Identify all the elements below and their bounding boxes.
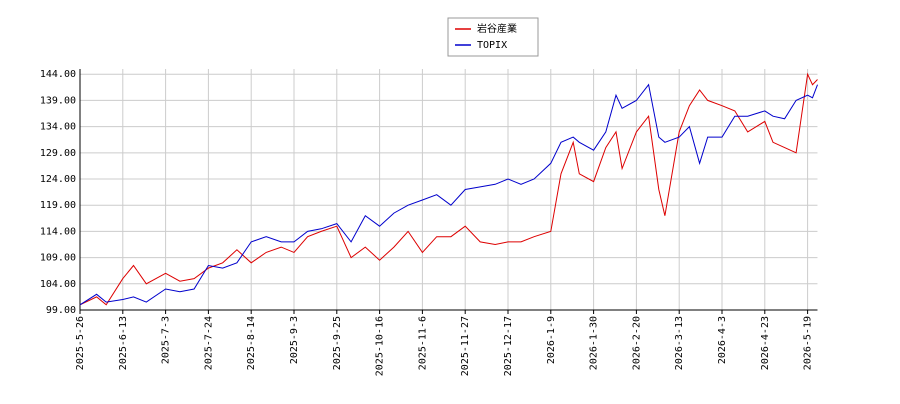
y-tick-label: 124.00 (40, 174, 76, 185)
y-tick-label: 139.00 (40, 95, 76, 106)
x-tick-label: 2026-3-13 (674, 316, 685, 370)
x-tick-label: 2025-11-27 (460, 316, 471, 376)
x-tick-label: 2026-5-19 (803, 316, 814, 370)
y-tick-label: 104.00 (40, 279, 76, 290)
legend-box (447, 17, 539, 57)
x-tick-label: 2026-4-3 (717, 316, 728, 364)
legend-label: 岩谷産業 (477, 22, 517, 35)
series-line (79, 72, 818, 306)
x-tick-label: 2025-8-14 (246, 316, 257, 370)
x-tick-label: 2025-5-26 (75, 316, 86, 370)
x-tick-label: 2026-2-20 (631, 316, 642, 370)
y-tick-label: 99.00 (46, 305, 76, 316)
x-tick-label: 2026-1-9 (546, 316, 557, 364)
x-tick-label: 2025-12-17 (503, 316, 514, 376)
x-tick-label: 2025-9-25 (332, 316, 343, 370)
y-tick-label: 109.00 (40, 253, 76, 264)
y-tick-label: 114.00 (40, 226, 76, 237)
x-tick-label: 2025-9-3 (289, 316, 300, 364)
y-tick-label: 129.00 (40, 148, 76, 159)
x-tick-label: 2025-7-24 (203, 316, 214, 370)
series-line (79, 83, 818, 306)
x-tick-label: 2025-10-16 (375, 316, 386, 376)
x-tick-label: 2025-6-13 (118, 316, 129, 370)
x-tick-label: 2026-4-23 (760, 316, 771, 370)
x-tick-label: 2025-11-6 (417, 316, 428, 370)
x-tick-label: 2025-7-3 (161, 316, 172, 364)
x-tick-label: 2026-1-30 (589, 316, 600, 370)
y-tick-label: 134.00 (40, 122, 76, 133)
y-tick-label: 119.00 (40, 200, 76, 211)
legend-label: TOPIX (477, 40, 507, 51)
y-tick-label: 144.00 (40, 69, 76, 80)
